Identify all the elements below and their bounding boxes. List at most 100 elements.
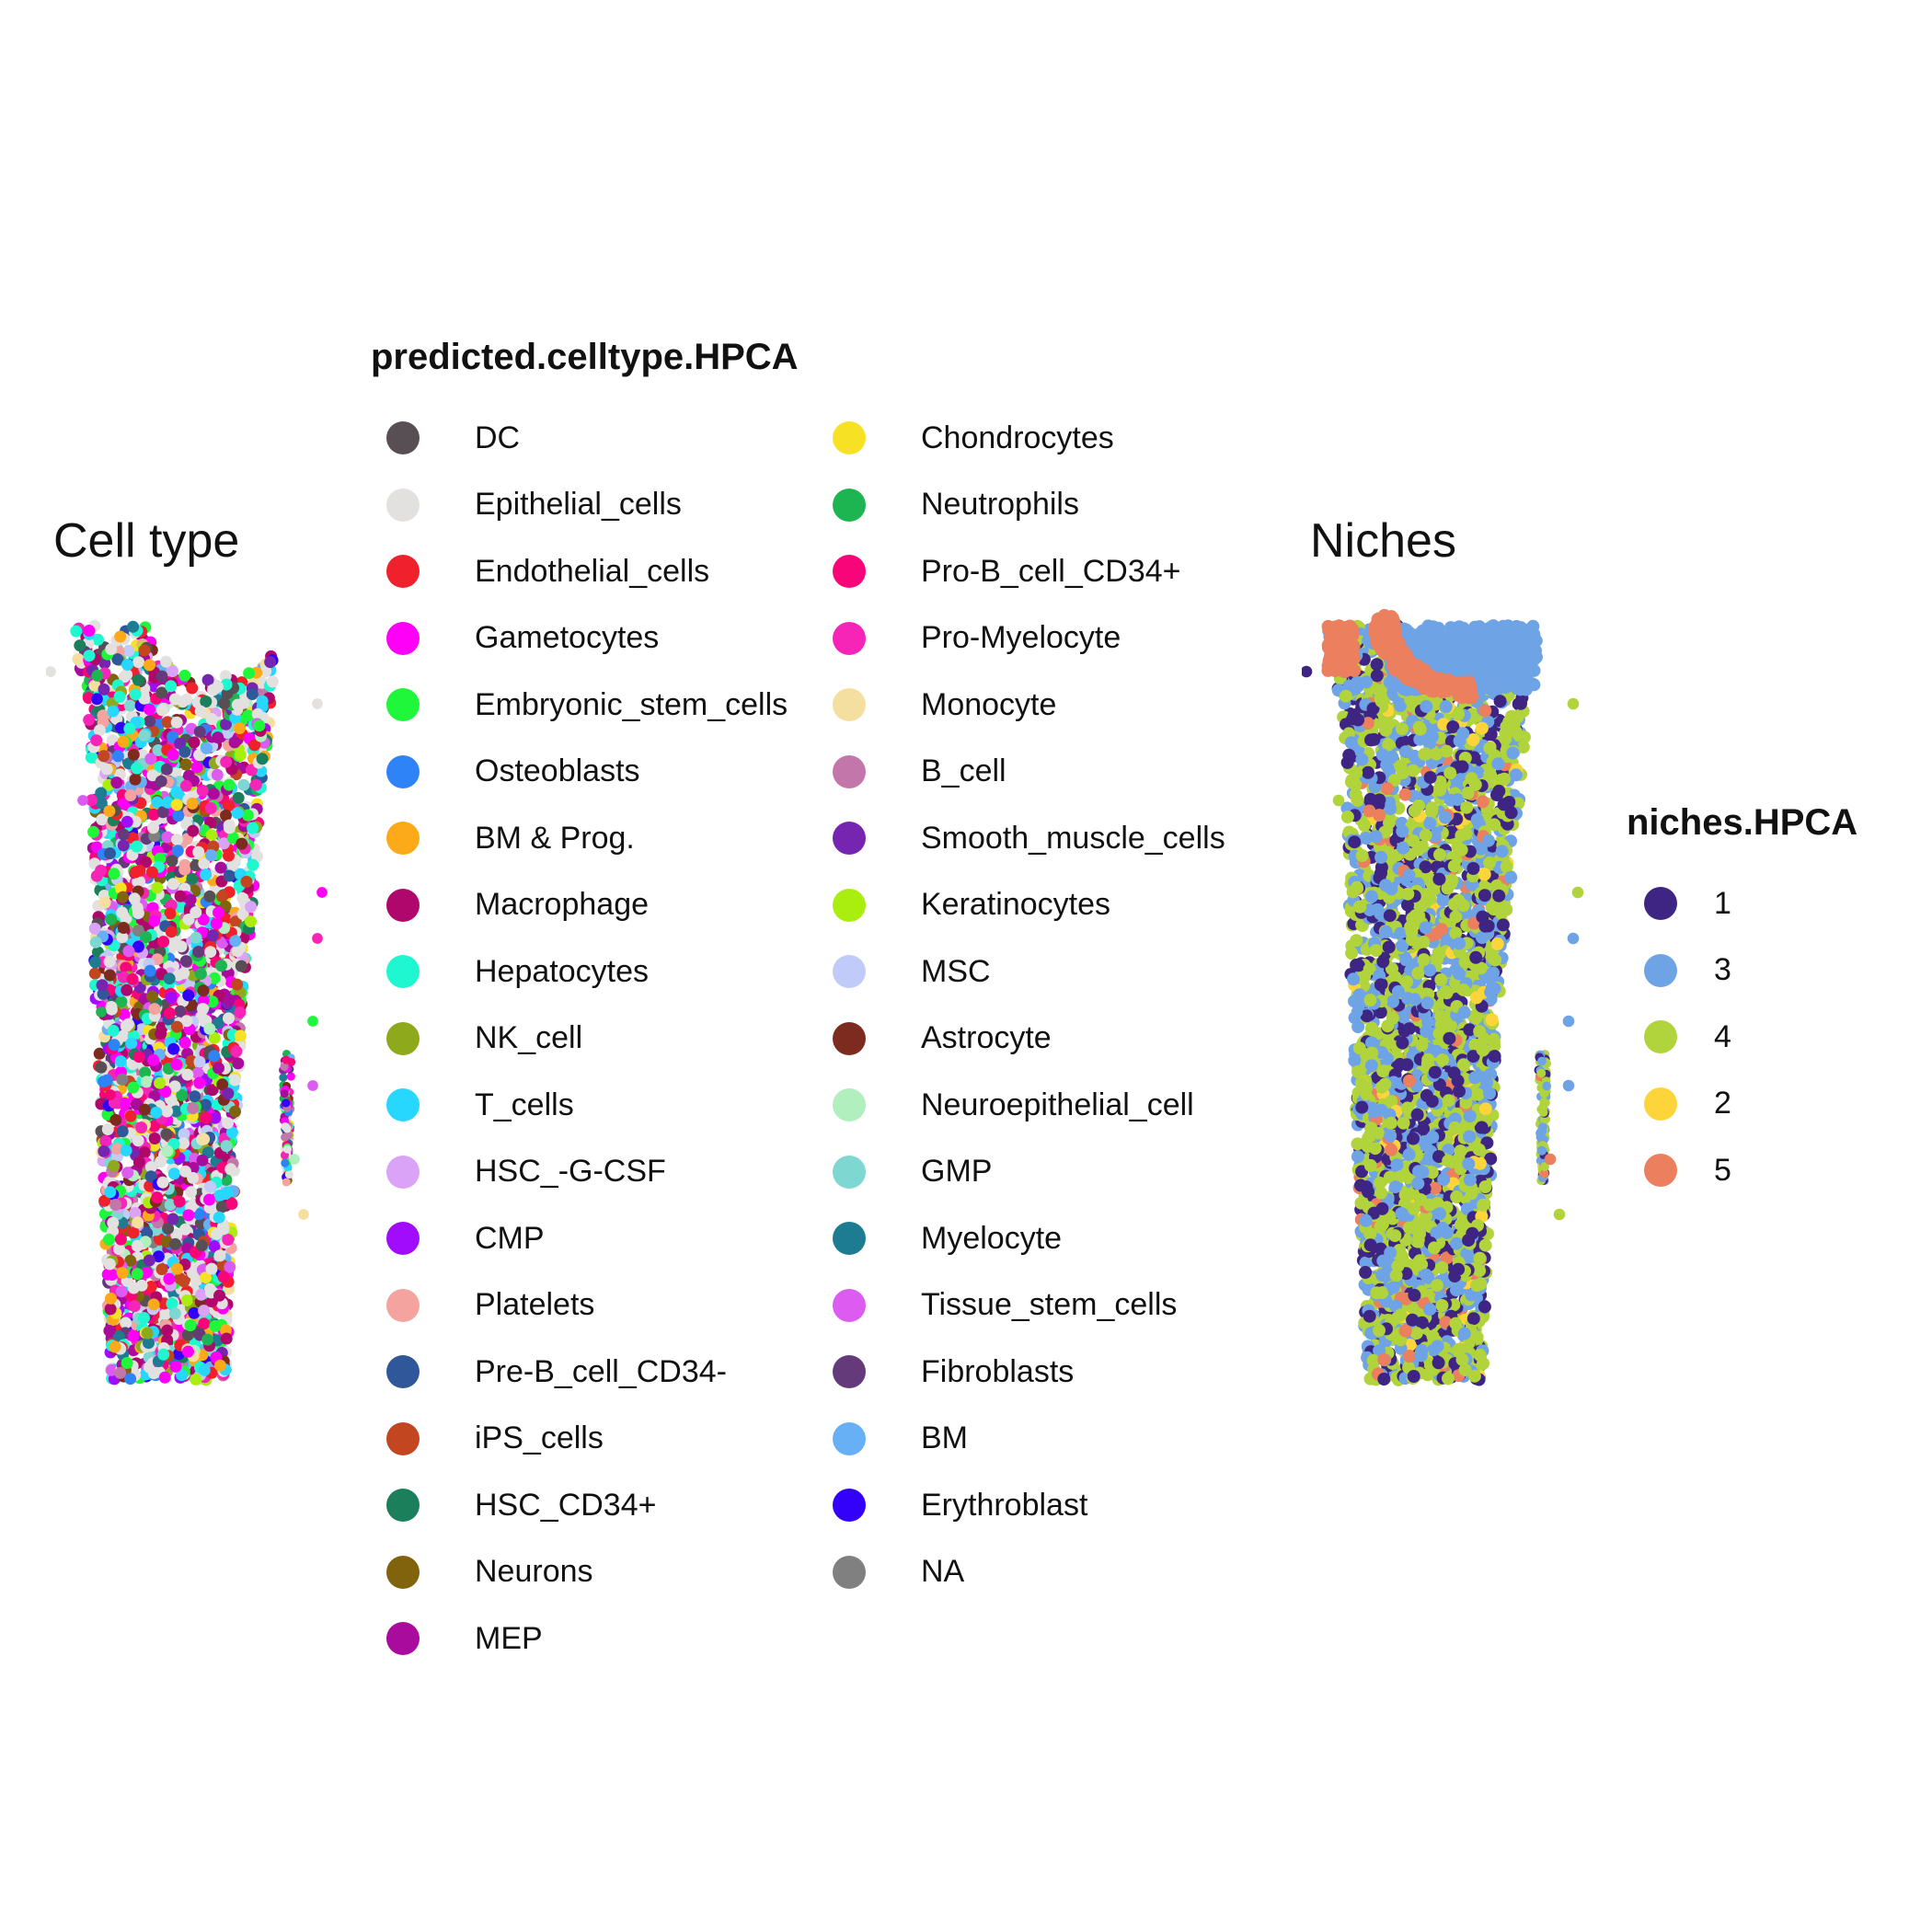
celltype-spot: [203, 1022, 216, 1035]
celltype-spot: [213, 906, 224, 919]
celltype-spot: [232, 791, 245, 804]
celltype-spot: [248, 739, 261, 752]
celltype-spot: [205, 849, 217, 862]
celltype-spot: [122, 945, 135, 958]
celltype-spot: [127, 620, 140, 633]
celltype-spot: [119, 1097, 132, 1110]
celltype-spot: [225, 1126, 238, 1139]
celltype-spot: [83, 650, 96, 662]
celltype-spot: [98, 1144, 110, 1157]
celltype-spot: [132, 940, 144, 953]
celltype-spot: [195, 1288, 208, 1301]
celltype-strip-spot: [281, 1121, 290, 1132]
celltype-spot: [107, 1216, 120, 1229]
celltype-spot: [224, 1260, 236, 1273]
celltype-spot: [132, 656, 145, 669]
celltype-spot: [182, 1345, 194, 1358]
celltype-outlier-spot: [307, 1080, 318, 1091]
celltype-spot: [175, 901, 188, 914]
celltype-spot: [132, 1051, 145, 1064]
celltype-strip-spot: [282, 1144, 292, 1154]
celltype-spot: [138, 1103, 151, 1116]
celltype-spot: [201, 673, 214, 686]
celltype-spot: [118, 1008, 131, 1021]
celltype-spot: [229, 935, 242, 948]
celltype-spot: [180, 1294, 193, 1306]
celltype-spot: [116, 906, 129, 919]
celltype-spot: [212, 731, 224, 744]
celltype-spot: [96, 979, 109, 992]
celltype-spot: [109, 1113, 122, 1126]
celltype-spot: [186, 682, 199, 695]
celltype-spot: [228, 1074, 241, 1087]
celltype-spot: [135, 1279, 148, 1292]
celltype-spot: [109, 1199, 122, 1211]
celltype-spot: [111, 653, 124, 666]
celltype-spot: [216, 1078, 229, 1091]
celltype-spot: [89, 936, 102, 949]
celltype-spot: [165, 992, 178, 1004]
celltype-spot: [178, 1128, 190, 1141]
celltype-spot: [88, 679, 101, 692]
celltype-spot: [222, 1087, 235, 1100]
celltype-spot: [223, 849, 235, 862]
celltype-spot: [170, 1020, 183, 1033]
celltype-spot: [178, 967, 190, 980]
celltype-spot: [90, 693, 103, 706]
celltype-spot: [166, 1297, 178, 1310]
celltype-spot: [198, 1363, 211, 1376]
celltype-spot: [214, 861, 227, 874]
celltype-spot: [187, 1267, 200, 1280]
celltype-spot: [114, 881, 127, 894]
celltype-spot: [87, 825, 99, 838]
celltype-spot: [264, 656, 277, 669]
celltype-spot: [171, 845, 184, 857]
celltype-spot: [108, 1039, 121, 1052]
celltype-spot: [223, 994, 236, 1006]
celltype-spot: [108, 868, 121, 880]
celltype-spot: [125, 1037, 138, 1050]
celltype-spot: [182, 769, 195, 782]
celltype-spot: [156, 1176, 169, 1189]
celltype-spot: [93, 1047, 106, 1060]
celltype-spot: [141, 1327, 154, 1340]
celltype-spot: [144, 1170, 157, 1183]
celltype-spot: [165, 926, 178, 938]
celltype-spot: [89, 956, 102, 969]
celltype-spot: [148, 1133, 161, 1144]
celltype-spot: [198, 1317, 211, 1330]
celltype-spot: [114, 1366, 127, 1379]
celltype-spot: [160, 763, 173, 776]
celltype-spot: [99, 1135, 112, 1147]
celltype-spot: [223, 778, 236, 791]
celltype-spot: [215, 960, 227, 972]
celltype-spot: [129, 688, 142, 701]
celltype-spot: [83, 714, 96, 726]
celltype-spot: [234, 749, 247, 762]
celltype-spot: [120, 1020, 132, 1032]
celltype-spot: [163, 972, 176, 985]
celltype-spot: [197, 914, 210, 926]
celltype-strip-spot: [280, 1089, 289, 1098]
celltype-spot: [91, 669, 104, 682]
celltype-spot: [179, 1165, 191, 1178]
celltype-spot: [240, 875, 253, 888]
celltype-spot: [167, 665, 178, 677]
celltype-spot: [170, 799, 183, 811]
celltype-spot: [148, 1003, 161, 1016]
celltype-spot: [114, 1055, 127, 1068]
celltype-spot: [206, 995, 219, 1008]
celltype-spot: [108, 1159, 121, 1172]
celltype-spot: [131, 1268, 144, 1281]
celltype-spot: [132, 1156, 145, 1168]
celltype-spot: [220, 718, 232, 730]
celltype-spot: [185, 1186, 198, 1199]
celltype-spot: [132, 1216, 144, 1229]
celltype-spot: [103, 1258, 116, 1271]
celltype-spot: [198, 1133, 211, 1145]
celltype-spot: [97, 987, 109, 1000]
celltype-spot: [220, 755, 233, 768]
celltype-spot: [148, 1120, 160, 1133]
celltype-spot: [166, 855, 178, 868]
celltype-spot: [222, 1234, 235, 1246]
